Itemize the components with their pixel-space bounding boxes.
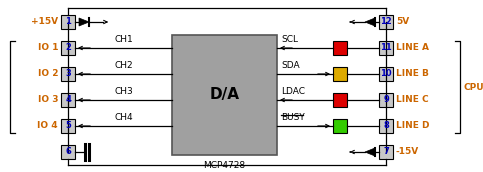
Text: 12: 12 bbox=[380, 18, 392, 26]
Text: +15V: +15V bbox=[31, 18, 58, 26]
Bar bbox=[61, 67, 75, 81]
Text: SCL: SCL bbox=[281, 35, 298, 44]
Text: LDAC: LDAC bbox=[281, 87, 305, 96]
Bar bbox=[379, 15, 393, 29]
Text: 6: 6 bbox=[65, 148, 71, 157]
Text: D/A: D/A bbox=[210, 88, 240, 103]
Text: 5V: 5V bbox=[396, 18, 409, 26]
Text: 5: 5 bbox=[65, 121, 71, 131]
Bar bbox=[61, 15, 75, 29]
Bar bbox=[379, 67, 393, 81]
Text: 9: 9 bbox=[383, 95, 389, 105]
Bar bbox=[379, 93, 393, 107]
Text: CH4: CH4 bbox=[114, 113, 133, 122]
Text: BUSY: BUSY bbox=[281, 113, 305, 122]
Text: 3: 3 bbox=[65, 69, 71, 78]
Bar bbox=[172, 35, 277, 155]
Text: 11: 11 bbox=[380, 44, 392, 52]
Bar bbox=[61, 145, 75, 159]
Text: LINE C: LINE C bbox=[396, 95, 428, 105]
Text: IO 4: IO 4 bbox=[37, 121, 58, 131]
Bar bbox=[333, 67, 347, 81]
Text: 8: 8 bbox=[383, 121, 389, 131]
Text: 7: 7 bbox=[383, 148, 389, 157]
Text: IO 1: IO 1 bbox=[38, 44, 58, 52]
Bar bbox=[379, 119, 393, 133]
Text: CH1: CH1 bbox=[114, 35, 133, 44]
Bar bbox=[333, 119, 347, 133]
Bar bbox=[61, 119, 75, 133]
Text: CPU: CPU bbox=[463, 83, 483, 92]
Text: MCP4728: MCP4728 bbox=[203, 160, 245, 169]
Bar bbox=[333, 41, 347, 55]
Text: -15V: -15V bbox=[396, 148, 419, 157]
Text: LINE D: LINE D bbox=[396, 121, 429, 131]
Text: 4: 4 bbox=[65, 95, 71, 105]
Bar bbox=[379, 41, 393, 55]
Bar bbox=[61, 41, 75, 55]
Text: IO 2: IO 2 bbox=[38, 69, 58, 78]
Text: LINE B: LINE B bbox=[396, 69, 429, 78]
Text: 10: 10 bbox=[380, 69, 392, 78]
Text: 1: 1 bbox=[65, 18, 71, 26]
Text: 2: 2 bbox=[65, 44, 71, 52]
Bar bbox=[379, 145, 393, 159]
Polygon shape bbox=[79, 18, 89, 26]
Polygon shape bbox=[365, 148, 375, 156]
Text: SDA: SDA bbox=[281, 61, 299, 70]
Text: CH3: CH3 bbox=[114, 87, 133, 96]
Bar bbox=[333, 93, 347, 107]
Text: CH2: CH2 bbox=[114, 61, 133, 70]
Polygon shape bbox=[365, 18, 375, 26]
Bar bbox=[61, 93, 75, 107]
Text: IO 3: IO 3 bbox=[38, 95, 58, 105]
Text: LINE A: LINE A bbox=[396, 44, 429, 52]
